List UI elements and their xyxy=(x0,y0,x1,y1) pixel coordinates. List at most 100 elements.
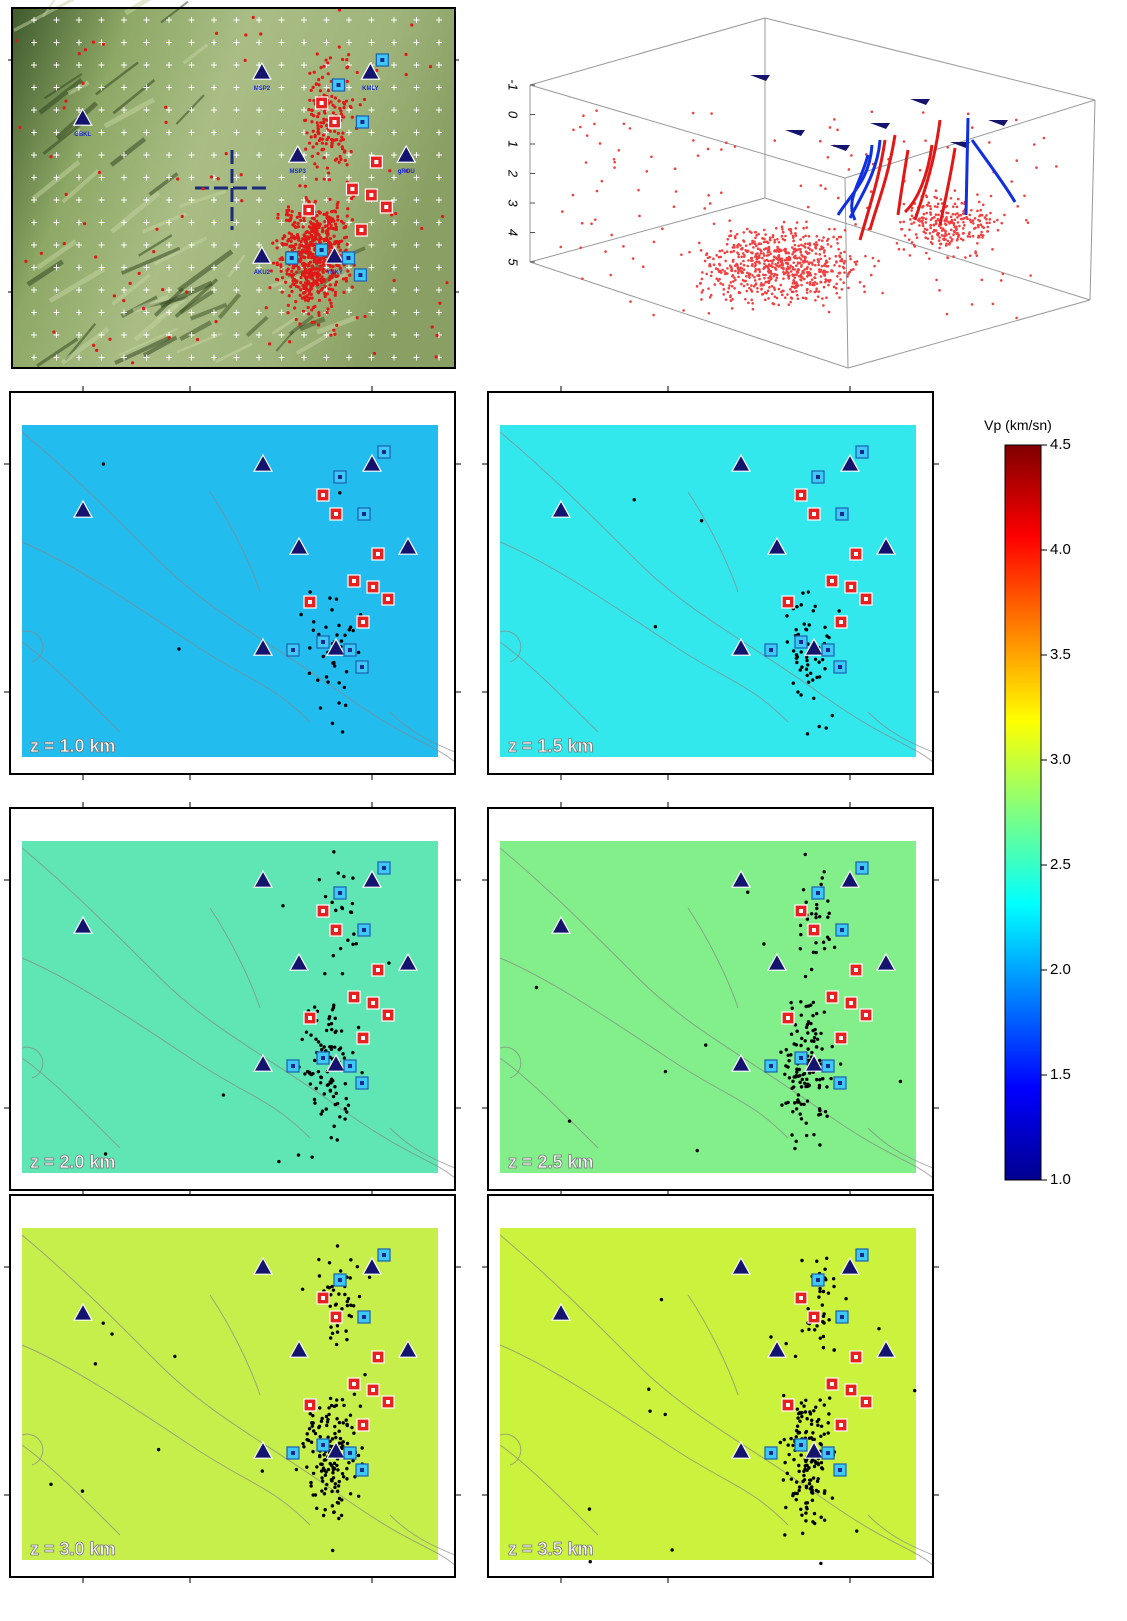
station-square-core xyxy=(816,475,820,479)
earthquake xyxy=(821,658,824,661)
earthquake xyxy=(342,875,345,878)
earthquake-3d xyxy=(718,250,721,253)
earthquake-3d xyxy=(786,293,789,296)
earthquake-3d xyxy=(909,254,912,257)
station-3d xyxy=(870,123,890,129)
earthquake xyxy=(286,311,289,314)
earthquake xyxy=(357,1454,360,1457)
earthquake-3d xyxy=(933,196,936,199)
earthquake xyxy=(353,1393,356,1396)
earthquake xyxy=(820,1461,823,1464)
earthquake xyxy=(318,268,321,271)
earthquake xyxy=(804,1519,807,1522)
earthquake-3d xyxy=(859,281,862,284)
earthquake xyxy=(795,1140,798,1143)
earthquake xyxy=(818,1059,821,1062)
earthquake-3d xyxy=(972,235,975,238)
earthquake xyxy=(329,56,332,59)
earthquake xyxy=(309,1412,312,1415)
earthquake xyxy=(322,271,325,274)
earthquake xyxy=(792,649,795,652)
station-square-core xyxy=(854,1355,858,1359)
earthquake-3d xyxy=(793,276,796,279)
earthquake-3d xyxy=(650,155,653,158)
earthquake xyxy=(336,215,339,218)
earthquake xyxy=(804,1410,807,1413)
earthquake-3d xyxy=(724,273,727,276)
earthquake xyxy=(331,1332,334,1335)
earthquake-3d xyxy=(734,270,737,273)
earthquake-3d xyxy=(756,274,759,277)
earthquake-3d xyxy=(787,303,790,306)
earthquake xyxy=(271,242,274,245)
earthquake xyxy=(313,1005,316,1008)
earthquake xyxy=(334,291,337,294)
earthquake-3d xyxy=(922,111,925,114)
earthquake xyxy=(839,1062,842,1065)
earthquake xyxy=(308,672,311,675)
earthquake xyxy=(332,1125,335,1128)
earthquake xyxy=(799,1044,802,1047)
earthquake-3d xyxy=(733,244,736,247)
earthquake xyxy=(344,1107,347,1110)
earthquake xyxy=(351,943,354,946)
earthquake xyxy=(326,307,329,310)
station-square-core xyxy=(334,928,338,932)
earthquake-3d xyxy=(971,219,974,222)
earthquake-3d xyxy=(797,298,800,301)
earthquake-3d xyxy=(910,222,913,225)
earthquake xyxy=(303,256,306,259)
earthquake-3d xyxy=(962,232,965,235)
earthquake-3d xyxy=(701,278,704,281)
earthquake-3d xyxy=(838,265,841,268)
earthquake xyxy=(813,1036,816,1039)
station-square-core xyxy=(362,928,366,932)
earthquake xyxy=(315,226,318,229)
earthquake xyxy=(317,314,320,317)
earthquake-3d xyxy=(734,264,737,267)
earthquake xyxy=(316,152,319,155)
earthquake-3d xyxy=(928,257,931,260)
earthquake xyxy=(823,667,826,670)
earthquake xyxy=(322,1045,325,1048)
earthquake xyxy=(795,1480,798,1483)
station-square-core xyxy=(849,1388,853,1392)
earthquake-3d xyxy=(785,269,788,272)
earthquake-3d xyxy=(841,288,844,291)
earthquake xyxy=(827,1291,830,1294)
earthquake xyxy=(814,1405,817,1408)
earthquake xyxy=(303,1072,306,1075)
earthquake-3d xyxy=(993,221,996,224)
earthquake xyxy=(801,1532,804,1535)
earthquake-3d xyxy=(808,261,811,264)
earthquake-3d xyxy=(871,110,874,113)
earthquake-3d xyxy=(713,263,716,266)
earthquake xyxy=(342,106,345,109)
earthquake xyxy=(300,1038,303,1041)
earthquake xyxy=(788,1076,791,1079)
earthquake xyxy=(795,605,798,608)
earthquake xyxy=(319,121,322,124)
earthquake xyxy=(337,871,340,874)
earthquake xyxy=(327,287,330,290)
earthquake xyxy=(647,1388,650,1391)
earthquake-3d xyxy=(572,128,575,131)
earthquake-3d xyxy=(1003,214,1006,217)
earthquake xyxy=(817,1295,820,1298)
earthquake-3d xyxy=(976,193,979,196)
earthquake xyxy=(341,132,344,135)
earthquake xyxy=(334,223,337,226)
earthquake xyxy=(302,1445,305,1448)
station-square-core xyxy=(840,512,844,516)
earthquake xyxy=(131,361,134,364)
earthquake xyxy=(800,1401,803,1404)
earthquake-3d xyxy=(1015,317,1018,320)
earthquake xyxy=(800,1259,803,1262)
earthquake xyxy=(339,1046,342,1049)
earthquake-3d xyxy=(751,274,754,277)
earthquake xyxy=(330,276,333,279)
earthquake xyxy=(822,1312,825,1315)
earthquake-3d xyxy=(918,224,921,227)
earthquake xyxy=(824,1110,827,1113)
earthquake xyxy=(346,269,349,272)
